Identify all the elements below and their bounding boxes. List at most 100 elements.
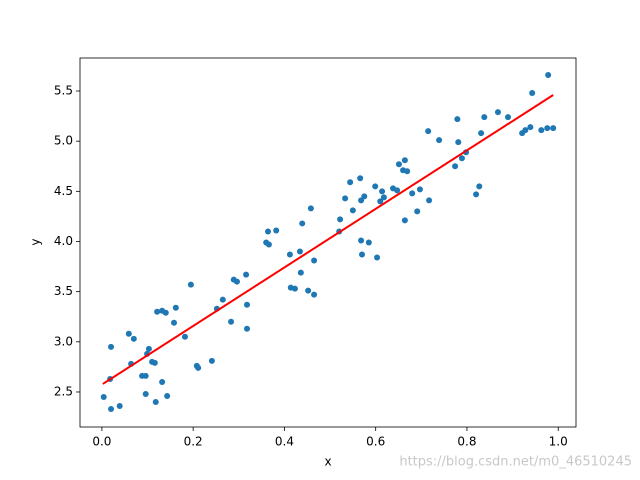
point [305,287,312,294]
point [125,330,132,337]
point [337,216,344,223]
point [342,195,349,202]
point [478,130,485,137]
point [264,228,271,235]
point [297,269,304,276]
watermark: https://blog.csdn.net/m0_46510245 [399,455,632,470]
point [414,208,421,215]
point [454,116,461,123]
axes-frame [79,57,577,428]
point [219,296,226,303]
point [311,257,318,264]
point [544,125,551,132]
point [152,399,159,406]
y-tick-label: 2.5 [54,384,73,398]
point [538,127,545,134]
x-tick-label: 0.0 [92,435,111,449]
point [170,319,177,326]
y-axis-label: y [29,238,43,245]
point [476,183,483,190]
point [357,175,364,182]
point [365,239,372,246]
point [208,357,215,364]
point [358,251,365,258]
point [358,197,365,204]
x-tick-label: 0.6 [366,435,385,449]
point [436,137,443,144]
point [404,168,411,175]
point [108,343,115,350]
point [100,394,107,401]
y-tick-label: 3.0 [54,334,73,348]
point [187,281,194,288]
point [522,127,529,134]
point [244,325,251,332]
point [108,406,115,413]
point [243,271,250,278]
point [116,403,123,410]
point [527,124,534,131]
point [394,187,401,194]
point [159,378,166,385]
point [291,285,298,292]
point [228,318,235,325]
point [372,183,379,190]
x-tick-label: 1.0 [549,435,568,449]
point [265,241,272,248]
point [426,197,433,204]
point [296,248,303,255]
point [151,359,158,366]
point [455,139,462,146]
point [379,188,386,195]
point [505,114,512,121]
plot-area [100,71,557,413]
point [473,191,480,198]
point [154,308,161,315]
point [172,304,179,311]
point [244,301,251,308]
x-tick-label: 0.4 [275,435,294,449]
point [145,345,152,352]
point [401,217,408,224]
point [181,333,188,340]
y-tick-label: 3.5 [54,284,73,298]
x-axis-label: x [324,455,331,469]
point [347,179,354,186]
point [142,372,149,379]
point [401,157,408,164]
point [361,193,368,200]
point [286,251,293,258]
y-tick-label: 4.0 [54,234,73,248]
point [529,90,536,97]
point [545,71,552,78]
point [299,220,306,227]
point [452,163,459,170]
x-tick-label: 0.8 [457,435,476,449]
y-tick-label: 5.0 [54,134,73,148]
point [307,205,314,212]
point [130,335,137,342]
point [416,186,423,193]
point [494,109,501,116]
point [377,198,384,205]
point [273,227,280,234]
x-tick-label: 0.2 [184,435,203,449]
point [311,291,318,298]
point [349,207,356,214]
point [425,128,432,135]
point [142,390,149,397]
y-tick-label: 4.5 [54,184,73,198]
point [395,161,402,168]
y-tick-label: 5.5 [54,84,73,98]
point [481,114,488,121]
point [358,237,365,244]
point [374,254,381,261]
point [162,309,169,316]
point [164,392,171,399]
point [195,364,202,371]
point [550,125,557,132]
fit-line [102,94,554,385]
point [409,190,416,197]
